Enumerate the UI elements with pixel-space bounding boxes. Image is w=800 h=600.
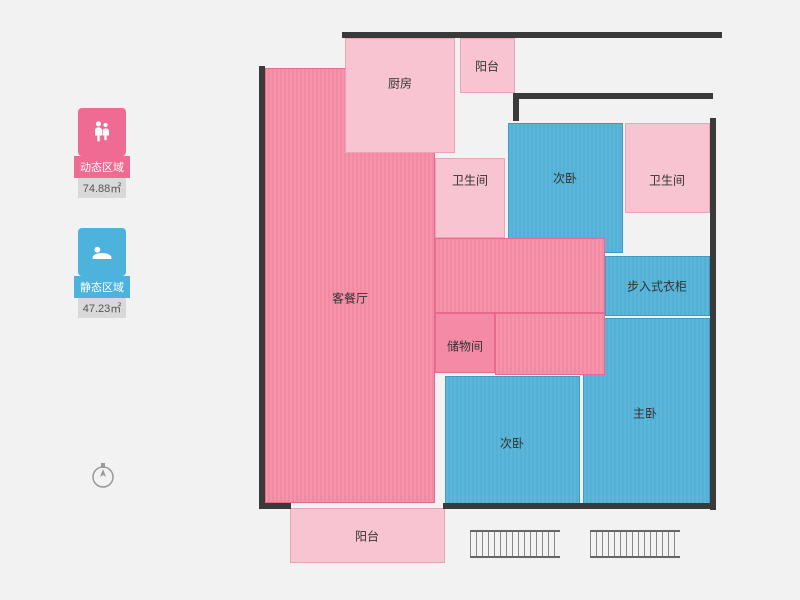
wall-5 [513,93,713,99]
legend-dynamic-title: 动态区域 [74,156,130,178]
compass-icon [88,460,118,490]
room-bath2 [625,123,710,213]
room-label-bath2: 卫生间 [649,172,685,189]
room-label-balcony-t: 阳台 [475,58,499,75]
room-label-bed2b: 次卧 [500,435,524,452]
room-label-bath1: 卫生间 [452,172,488,189]
wall-2 [710,118,716,510]
wall-0 [259,66,265,508]
sleep-icon [78,228,126,276]
balcony-rail-0 [470,530,560,558]
room-label-kitchen: 厨房 [388,75,412,92]
wall-4 [443,503,715,509]
legend-panel: 动态区域 74.88㎡ 静态区域 47.23㎡ [72,108,132,348]
people-icon [78,108,126,156]
legend-dynamic-value: 74.88㎡ [78,178,126,198]
wall-3 [259,503,291,509]
room-label-master: 主卧 [633,405,657,422]
balcony-rail-1 [590,530,680,558]
room-bath1 [435,158,505,238]
room-label-bed2a: 次卧 [553,170,577,187]
room-label-storage: 储物间 [447,338,483,355]
room-bed2a [508,123,623,253]
legend-static-value: 47.23㎡ [78,298,126,318]
room-hall [435,238,605,313]
legend-static-title: 静态区域 [74,276,130,298]
room-label-living: 客餐厅 [332,290,368,307]
wall-1 [342,32,722,38]
legend-static: 静态区域 47.23㎡ [72,228,132,318]
room-label-balcony-b: 阳台 [355,528,379,545]
wall-6 [513,93,519,121]
room-hall2 [495,313,605,375]
legend-dynamic: 动态区域 74.88㎡ [72,108,132,198]
floorplan: 客餐厅厨房阳台卫生间卫生间储物间阳台次卧步入式衣柜次卧主卧 [265,18,725,578]
room-label-closet: 步入式衣柜 [627,278,687,295]
room-kitchen [345,38,455,153]
